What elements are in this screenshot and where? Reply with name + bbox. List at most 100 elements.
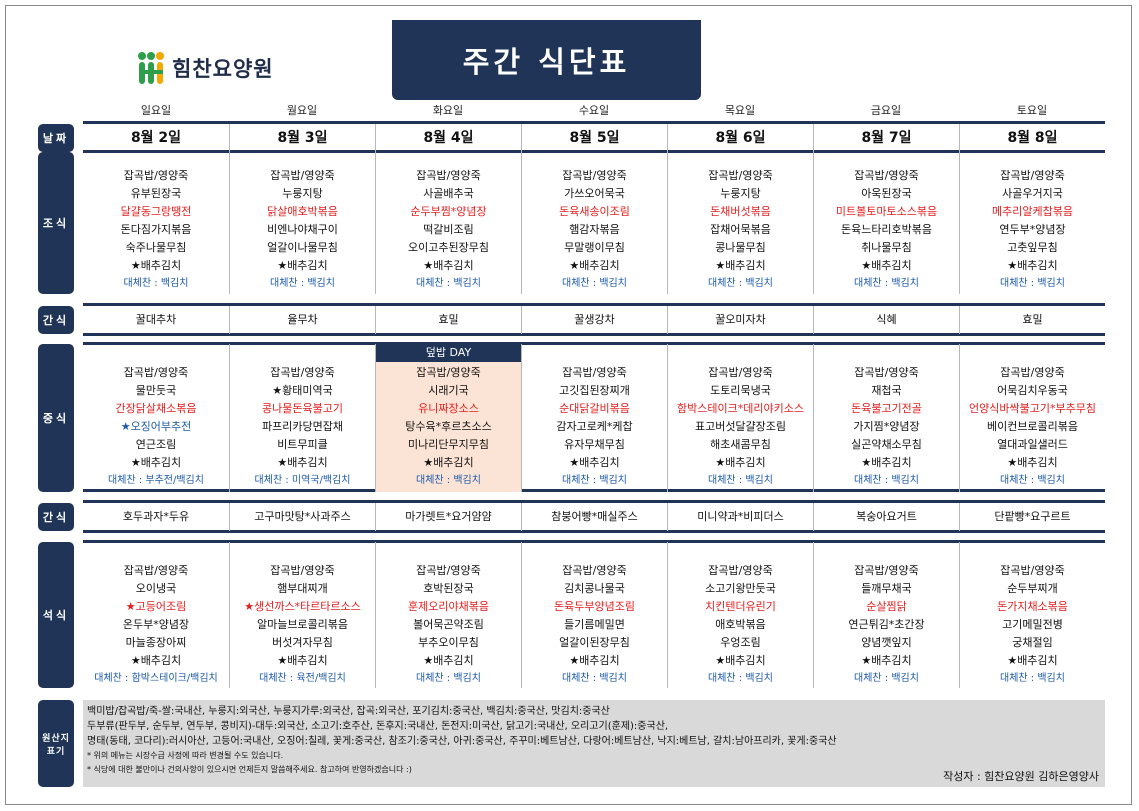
menu-page: 힘찬요양원 주간 식단표 (5, 5, 1132, 805)
menu-items: 잡곡밥/영양죽 어묵김치우동국 언양식바싹불고기*부추무침 베이컨브로콜리볶음 열대과일… (960, 344, 1105, 490)
divider-line (83, 121, 1105, 124)
alternative-dish: 대체찬 : 백김치 (270, 278, 335, 289)
alternative-dish: 대체찬 : 백김치 (562, 475, 627, 486)
snack1-cell-5: 식혜 (813, 306, 959, 334)
menu-item: 잡곡밥/영양죽 (270, 366, 335, 379)
alternative-dish: 대체찬 : 미역국/백김치 (254, 475, 351, 486)
menu-item: ★배추김치 (1007, 456, 1058, 469)
breakfast-cell-5: 잡곡밥/영양죽 아욱된장국 미트볼토마토소스볶음 돈육느타리호박볶음 취나물무침 ★배추김… (813, 152, 959, 294)
alternative-dish: 대체찬 : 백김치 (416, 475, 481, 486)
menu-item: 잡곡밥/영양죽 (562, 366, 627, 379)
menu-item: 우엉조림 (720, 636, 761, 649)
notice-line: * 위의 메뉴는 시장수급 사정에 따라 변경될 수도 있습니다. (87, 751, 284, 760)
menu-item: 무말랭이무침 (564, 241, 625, 254)
menu-item: 해초새콤무침 (710, 438, 771, 451)
menu-item: 잡곡밥/영양죽 (854, 366, 919, 379)
menu-item: 김치콩나물국 (564, 582, 625, 595)
menu-item: 잡곡밥/영양죽 (854, 169, 919, 182)
menu-item: 잡곡밥/영양죽 (270, 169, 335, 182)
day-of-week-6: 토요일 (1016, 104, 1048, 117)
menu-item: 잡곡밥/영양죽 (1000, 366, 1065, 379)
breakfast-cell-1: 잡곡밥/영양죽 누룽지탕 닭살애호박볶음 비엔나야채구이 얼갈이나물무침 ★배추김치 대체찬… (229, 152, 375, 294)
menu-item: ★배추김치 (715, 654, 766, 667)
snack1-cell-3: 꿀생강차 (521, 306, 667, 334)
origin-line: 명태(동태, 코다리):러시아산, 고등어:국내산, 오징어:칠레, 꽃게:중국… (87, 736, 837, 747)
menu-item: ★생선까스*타르타르소스 (244, 600, 361, 613)
menu-item: 가지찜*양념장 (853, 420, 920, 433)
menu-item: 파프리카당면잡채 (262, 420, 343, 433)
menu-item: 어묵김치우동국 (997, 384, 1068, 397)
alternative-dish: 대체찬 : 백김치 (708, 673, 773, 684)
menu-item: 돈다짐가지볶음 (120, 223, 192, 236)
menu-item: 함박스테이크*데리야키소스 (677, 402, 804, 415)
alternative-dish: 대체찬 : 백김치 (416, 673, 481, 684)
menu-item: 잡곡밥/영양죽 (708, 366, 773, 379)
snack2-cell-1: 고구마맛탕*사과주스 (229, 503, 375, 531)
dinner-cell-1: 잡곡밥/영양죽 햄부대찌개 ★생선까스*타르타르소스 알마늘브로콜리볶음 버섯겨자무침 ★… (229, 542, 375, 688)
breakfast-cell-6: 잡곡밥/영양죽 사골우거지국 메추리알케찹볶음 연두부*양념장 고춧잎무침 ★배추김치 대체… (959, 152, 1105, 294)
alternative-dish: 대체찬 : 백김치 (708, 475, 773, 486)
menu-item: 유자무채무침 (564, 438, 625, 451)
menu-item: ★배추김치 (423, 456, 474, 469)
menu-item: 달걀동그랑땡전 (120, 205, 192, 218)
menu-items: 잡곡밥/영양죽 도토리묵냉국 함박스테이크*데리야키소스 표고버섯달걀장조림 해초새콤무… (668, 344, 813, 490)
menu-item: 양념깻잎지 (861, 636, 912, 649)
breakfast-cell-3: 잡곡밥/영양죽 가쓰오어묵국 돈육새송이조림 햄감자볶음 무말랭이무침 ★배추김치 대체찬 … (521, 152, 667, 294)
snack1-cell-2: 효밀 (375, 306, 521, 334)
menu-item: 베이컨브로콜리볶음 (986, 420, 1079, 433)
menu-item: 열대과일샐러드 (997, 438, 1068, 451)
menu-item: 잡곡밥/영양죽 (1000, 564, 1065, 577)
menu-item: 미나리단무지무침 (408, 438, 489, 451)
alternative-dish: 대체찬 : 백김치 (416, 278, 481, 289)
menu-item: 도토리묵냉국 (710, 384, 771, 397)
alternative-dish: 대체찬 : 백김치 (562, 673, 627, 684)
menu-item: 잡곡밥/영양죽 (123, 169, 189, 182)
day-of-week-2: 화요일 (432, 104, 464, 117)
alternative-dish: 대체찬 : 백김치 (708, 278, 773, 289)
dates-cell-3: 8월 5일 (521, 124, 667, 152)
menu-item: 비엔나야채구이 (267, 223, 338, 236)
menu-item: ★배추김치 (423, 654, 474, 667)
menu-item: 누룽지탕 (720, 187, 761, 200)
menu-item: 잡곡밥/영양죽 (708, 564, 773, 577)
menu-item: 마늘종장아찌 (125, 636, 187, 649)
menu-item: 순대닭갈비볶음 (559, 402, 630, 415)
day-of-week-3: 수요일 (578, 104, 610, 117)
menu-item: 부추오이무침 (418, 636, 479, 649)
menu-item: ★배추김치 (423, 259, 474, 272)
menu-item: ★배추김치 (1007, 654, 1058, 667)
menu-items: 잡곡밥/영양죽 유부된장국 달걀동그랑땡전 돈다짐가지볶음 숙주나물무침 ★배추김치 대체찬… (83, 152, 229, 293)
menu-items: 잡곡밥/영양죽 가쓰오어묵국 돈육새송이조림 햄감자볶음 무말랭이무침 ★배추김치 대체찬 … (522, 152, 667, 293)
day-of-week-1: 월요일 (286, 104, 318, 117)
menu-items: 잡곡밥/영양죽 김치콩나물국 돈육두부양념조림 들기름메밀면 얼갈이된장무침 ★배추김치 대… (522, 542, 667, 688)
section-label-snack2: 간식 (38, 503, 74, 531)
dinner-cell-4: 잡곡밥/영양죽 소고기왕만둣국 치킨텐더유린기 애호박볶음 우엉조림 ★배추김치 대체찬 :… (667, 542, 813, 688)
menu-item: 시래기국 (428, 384, 469, 397)
alternative-dish: 대체찬 : 백김치 (854, 475, 919, 486)
day-of-week-5: 금요일 (870, 104, 902, 117)
menu-item: 메추리알케찹볶음 (992, 205, 1073, 218)
menu-item: 잡곡밥/영양죽 (708, 169, 773, 182)
alternative-dish: 대체찬 : 함박스테이크/백김치 (94, 673, 218, 684)
breakfast-cell-0: 잡곡밥/영양죽 유부된장국 달걀동그랑땡전 돈다짐가지볶음 숙주나물무침 ★배추김치 대체찬… (83, 152, 229, 294)
lunch-cell-5: 잡곡밥/영양죽 재첩국 돈육불고기전골 가지찜*양념장 실곤약채소무침 ★배추김치 대체찬 … (813, 344, 959, 492)
menu-item: 탕수육*후르츠소스 (405, 420, 492, 433)
menu-item: 오이냉국 (135, 582, 177, 595)
menu-item: 닭살애호박볶음 (267, 205, 338, 218)
menu-item: ★배추김치 (861, 456, 912, 469)
menu-item: 감자고로케*케찹 (556, 420, 633, 433)
menu-item: 들깨무채국 (861, 582, 912, 595)
menu-item: ★배추김치 (1007, 259, 1058, 272)
dinner-cell-6: 잡곡밥/영양죽 순두부찌개 돈가지채소볶음 고기메밀전병 궁채절임 ★배추김치 대체찬 : … (959, 542, 1105, 688)
breakfast-cell-2: 잡곡밥/영양죽 사골배추국 순두부찜*양념장 떡갈비조림 오이고추된장무침 ★배추김치 대체… (375, 152, 521, 294)
menu-item: 고기메밀전병 (1002, 618, 1063, 631)
snack1-cell-0: 꿀대추차 (135, 313, 177, 326)
menu-item: 떡갈비조림 (423, 223, 474, 236)
menu-items: 잡곡밥/영양죽 ★황태미역국 콩나물돈육불고기 파프리카당면잡채 비트무피클 ★배추김치 대… (230, 344, 375, 490)
logo-icon (138, 52, 164, 84)
menu-item: ★배추김치 (130, 456, 182, 469)
menu-item: 콩나물무침 (715, 241, 766, 254)
menu-item: ★배추김치 (277, 456, 328, 469)
divider-line (83, 333, 1105, 336)
menu-item: 아욱된장국 (861, 187, 912, 200)
